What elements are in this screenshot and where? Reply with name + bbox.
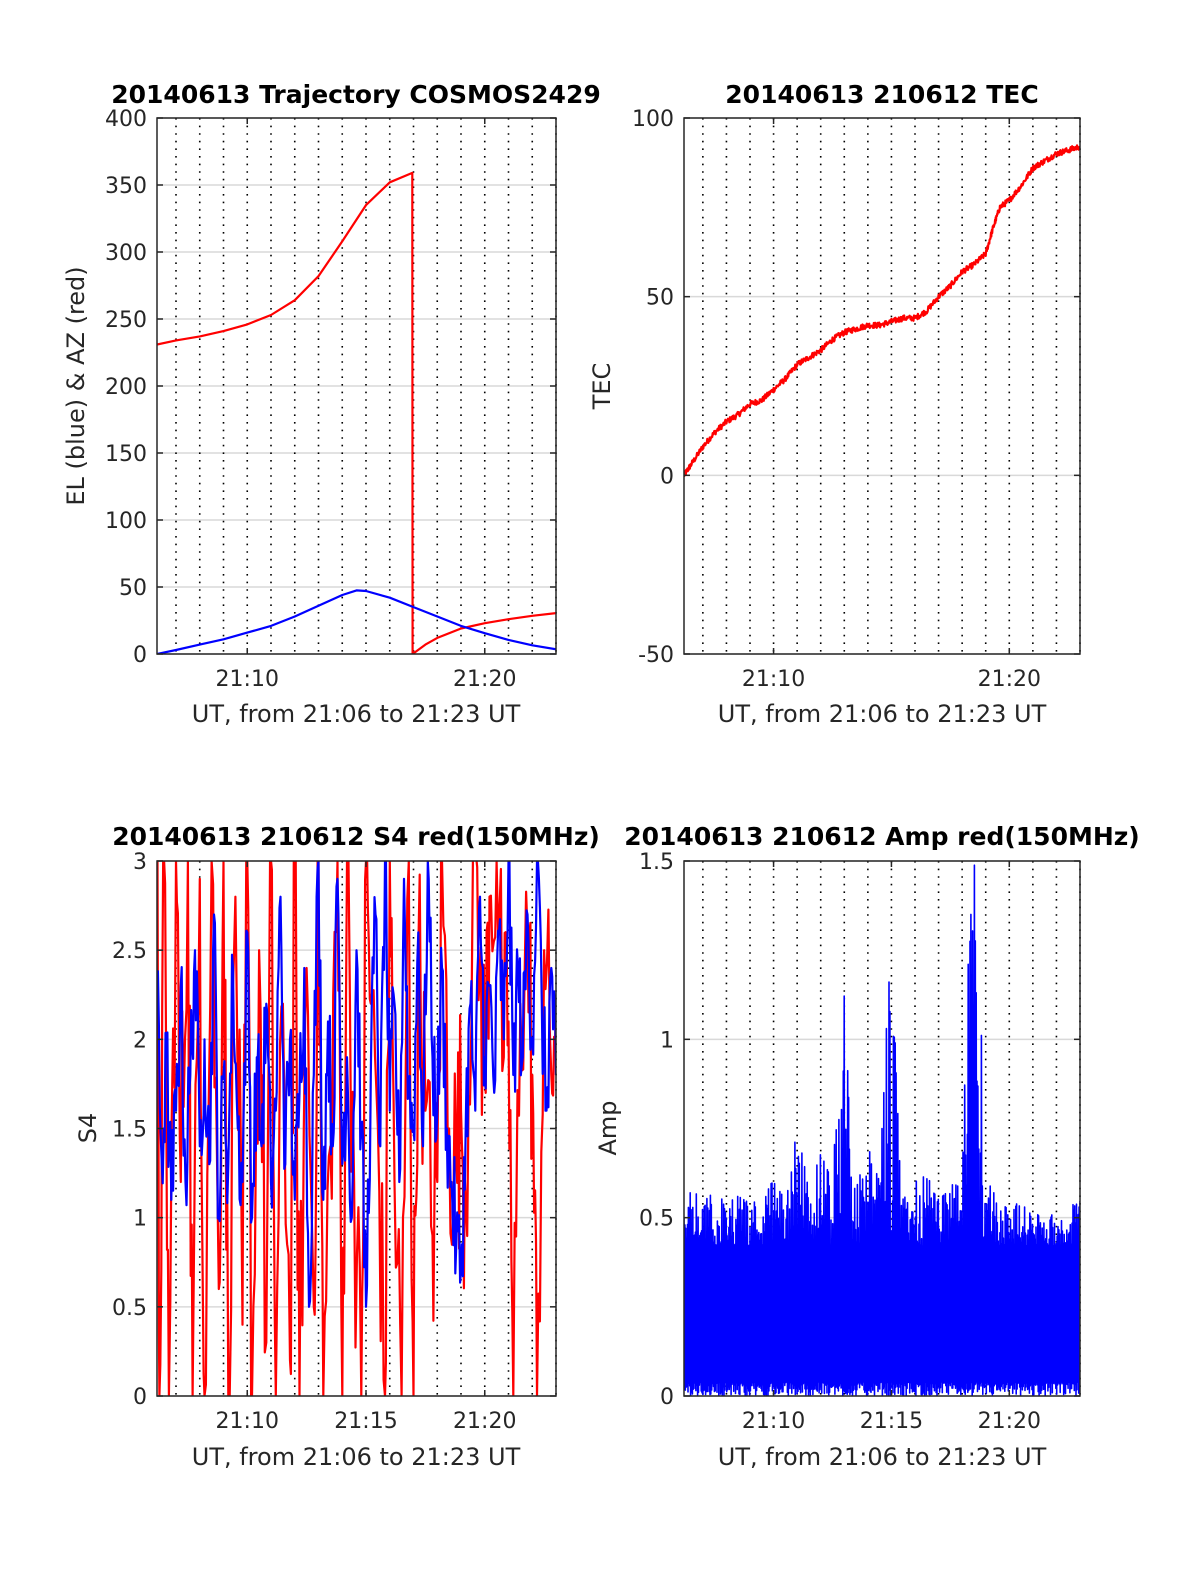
axes-box	[683, 860, 1081, 1397]
red-series-line	[157, 861, 556, 1396]
blue-series-line	[684, 864, 1080, 1396]
axes-box	[683, 117, 1081, 655]
y-tick-label: 150	[105, 442, 147, 467]
y-axis-label: EL (blue) & AZ (red)	[62, 266, 90, 505]
x-tick-label: 21:20	[453, 1409, 516, 1434]
y-tick-label: 0	[660, 464, 674, 489]
x-axis-label: UT, from 21:06 to 21:23 UT	[718, 1443, 1047, 1471]
plot-area	[684, 144, 1080, 478]
y-tick-label: 350	[105, 174, 147, 199]
red-series-line	[157, 171, 556, 654]
x-axis-label: UT, from 21:06 to 21:23 UT	[192, 700, 521, 728]
y-tick-label: -50	[638, 643, 674, 668]
amp-chart: 20140613 210612 Amp red(150MHz) 0 0.5 1 1.5…	[594, 822, 1140, 1471]
x-tick-label: 21:20	[453, 667, 516, 692]
y-axis-label: S4	[74, 1113, 102, 1144]
y-tick-label: 0	[133, 1385, 147, 1410]
s4-chart: 20140613 210612 S4 red(150MHz) 0 0.5 1 1.5 2…	[74, 822, 600, 1471]
y-tick-label: 400	[105, 107, 147, 132]
x-tick-label: 21:20	[978, 667, 1041, 692]
x-tick-label: 21:10	[742, 1409, 805, 1434]
y-tick-label: 0	[660, 1385, 674, 1410]
trajectory-chart: 20140613 Trajectory COSMOS2429 0 50 100 150…	[62, 80, 601, 728]
x-tick-label: 21:10	[742, 667, 805, 692]
y-tick-label: 2	[133, 1028, 147, 1053]
chart-title: 20140613 210612 S4 red(150MHz)	[112, 822, 600, 851]
x-tick-label: 21:15	[860, 1409, 923, 1434]
y-tick-label: 300	[105, 241, 147, 266]
chart-title: 20140613 Trajectory COSMOS2429	[111, 80, 601, 109]
plot-area	[157, 861, 556, 1396]
y-axis-label: TEC	[588, 363, 616, 411]
y-tick-label: 0.5	[639, 1207, 674, 1232]
x-tick-label: 21:20	[978, 1409, 1041, 1434]
red-series-line	[684, 144, 1080, 478]
y-tick-label: 1	[660, 1028, 674, 1053]
blue-series-line	[157, 589, 556, 654]
x-axis-label: UT, from 21:06 to 21:23 UT	[718, 700, 1047, 728]
plot-area	[157, 171, 556, 654]
y-tick-label: 250	[105, 308, 147, 333]
x-tick-label: 21:15	[334, 1409, 397, 1434]
y-tick-label: 1.5	[112, 1118, 147, 1143]
y-tick-label: 2.5	[112, 939, 147, 964]
y-tick-label: 0	[133, 643, 147, 668]
y-tick-label: 50	[119, 576, 147, 601]
y-tick-label: 1	[133, 1207, 147, 1232]
y-axis-label: Amp	[594, 1100, 622, 1155]
x-tick-label: 21:10	[216, 1409, 279, 1434]
y-tick-label: 1.5	[639, 850, 674, 875]
y-tick-label: 50	[646, 286, 674, 311]
chart-title: 20140613 210612 TEC	[725, 80, 1038, 109]
y-tick-label: 3	[133, 850, 147, 875]
y-tick-label: 100	[632, 107, 674, 132]
plot-area	[684, 864, 1080, 1396]
y-tick-label: 100	[105, 509, 147, 534]
blue-series-line	[157, 861, 556, 1308]
chart-title: 20140613 210612 Amp red(150MHz)	[624, 822, 1140, 851]
y-tick-label: 200	[105, 375, 147, 400]
y-tick-label: 0.5	[112, 1296, 147, 1321]
x-tick-label: 21:10	[216, 667, 279, 692]
x-axis-label: UT, from 21:06 to 21:23 UT	[192, 1443, 521, 1471]
